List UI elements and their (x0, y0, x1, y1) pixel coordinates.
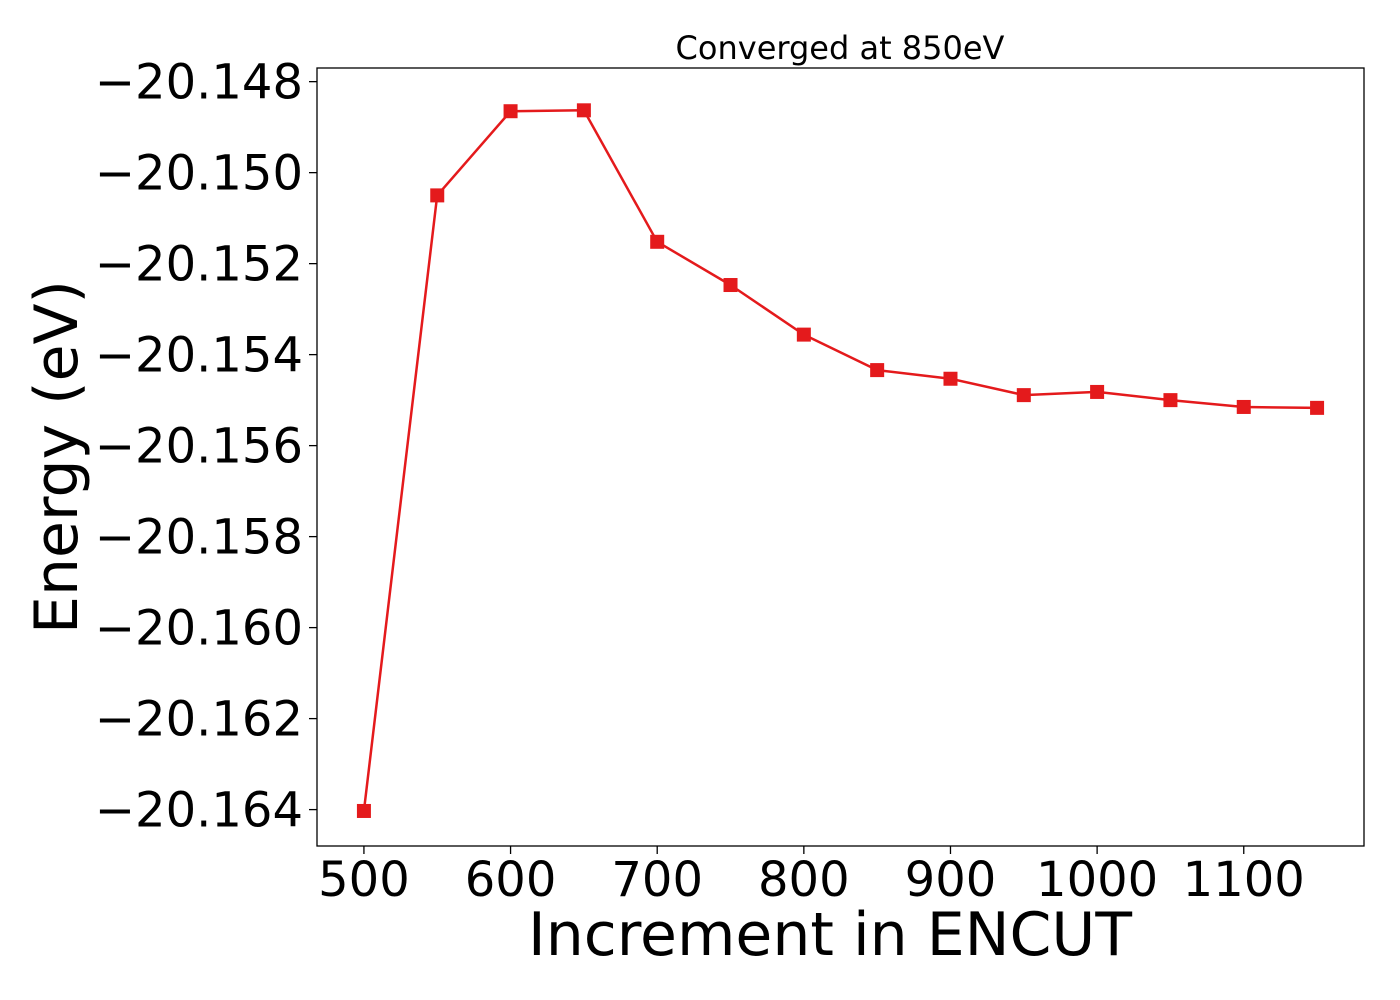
y-tick-label: −20.152 (95, 237, 303, 293)
y-tick-label: −20.156 (95, 419, 303, 475)
y-tick-label: −20.154 (95, 328, 303, 384)
x-tick-label: 800 (758, 852, 850, 908)
series-line (362, 109, 1318, 812)
chart-title: Converged at 850eV (676, 29, 1005, 67)
data-point-marker (796, 327, 811, 342)
data-point-marker (1090, 384, 1105, 399)
y-tick-label: −20.164 (95, 783, 303, 839)
data-point-marker (430, 188, 445, 203)
x-axis-ticks: 500 600 700 800 900 1000 1100 (318, 846, 1305, 908)
data-point-marker (503, 104, 518, 119)
x-tick-label: 900 (905, 852, 997, 908)
x-tick-label: 1000 (1036, 852, 1158, 908)
data-point-marker (943, 371, 958, 386)
y-tick-label: −20.160 (95, 601, 303, 657)
data-point-marker (723, 278, 738, 293)
data-point-marker (576, 103, 591, 118)
x-tick-label: 700 (611, 852, 703, 908)
x-axis-label: Increment in ENCUT (528, 900, 1132, 970)
plot-frame (316, 67, 1365, 847)
data-point-marker (1163, 393, 1178, 408)
y-tick-label: −20.150 (95, 146, 303, 202)
data-point-marker (356, 803, 371, 818)
data-point-marker (870, 363, 885, 378)
data-point-marker (1236, 399, 1251, 414)
plot-series (356, 103, 1325, 818)
data-point-marker (1310, 400, 1325, 415)
y-axis-ticks: −20.148 −20.150 −20.152 −20.154 −20.156 −20.1… (95, 55, 317, 839)
y-tick-label: −20.162 (95, 692, 303, 748)
x-tick-label: 1100 (1183, 852, 1305, 908)
data-point-marker (650, 234, 665, 249)
data-point-marker (1016, 388, 1031, 403)
y-tick-label: −20.148 (95, 55, 303, 111)
y-axis-label: Energy (eV) (22, 280, 92, 634)
x-tick-label: 500 (318, 852, 410, 908)
y-tick-label: −20.158 (95, 510, 303, 566)
x-tick-label: 600 (465, 852, 557, 908)
